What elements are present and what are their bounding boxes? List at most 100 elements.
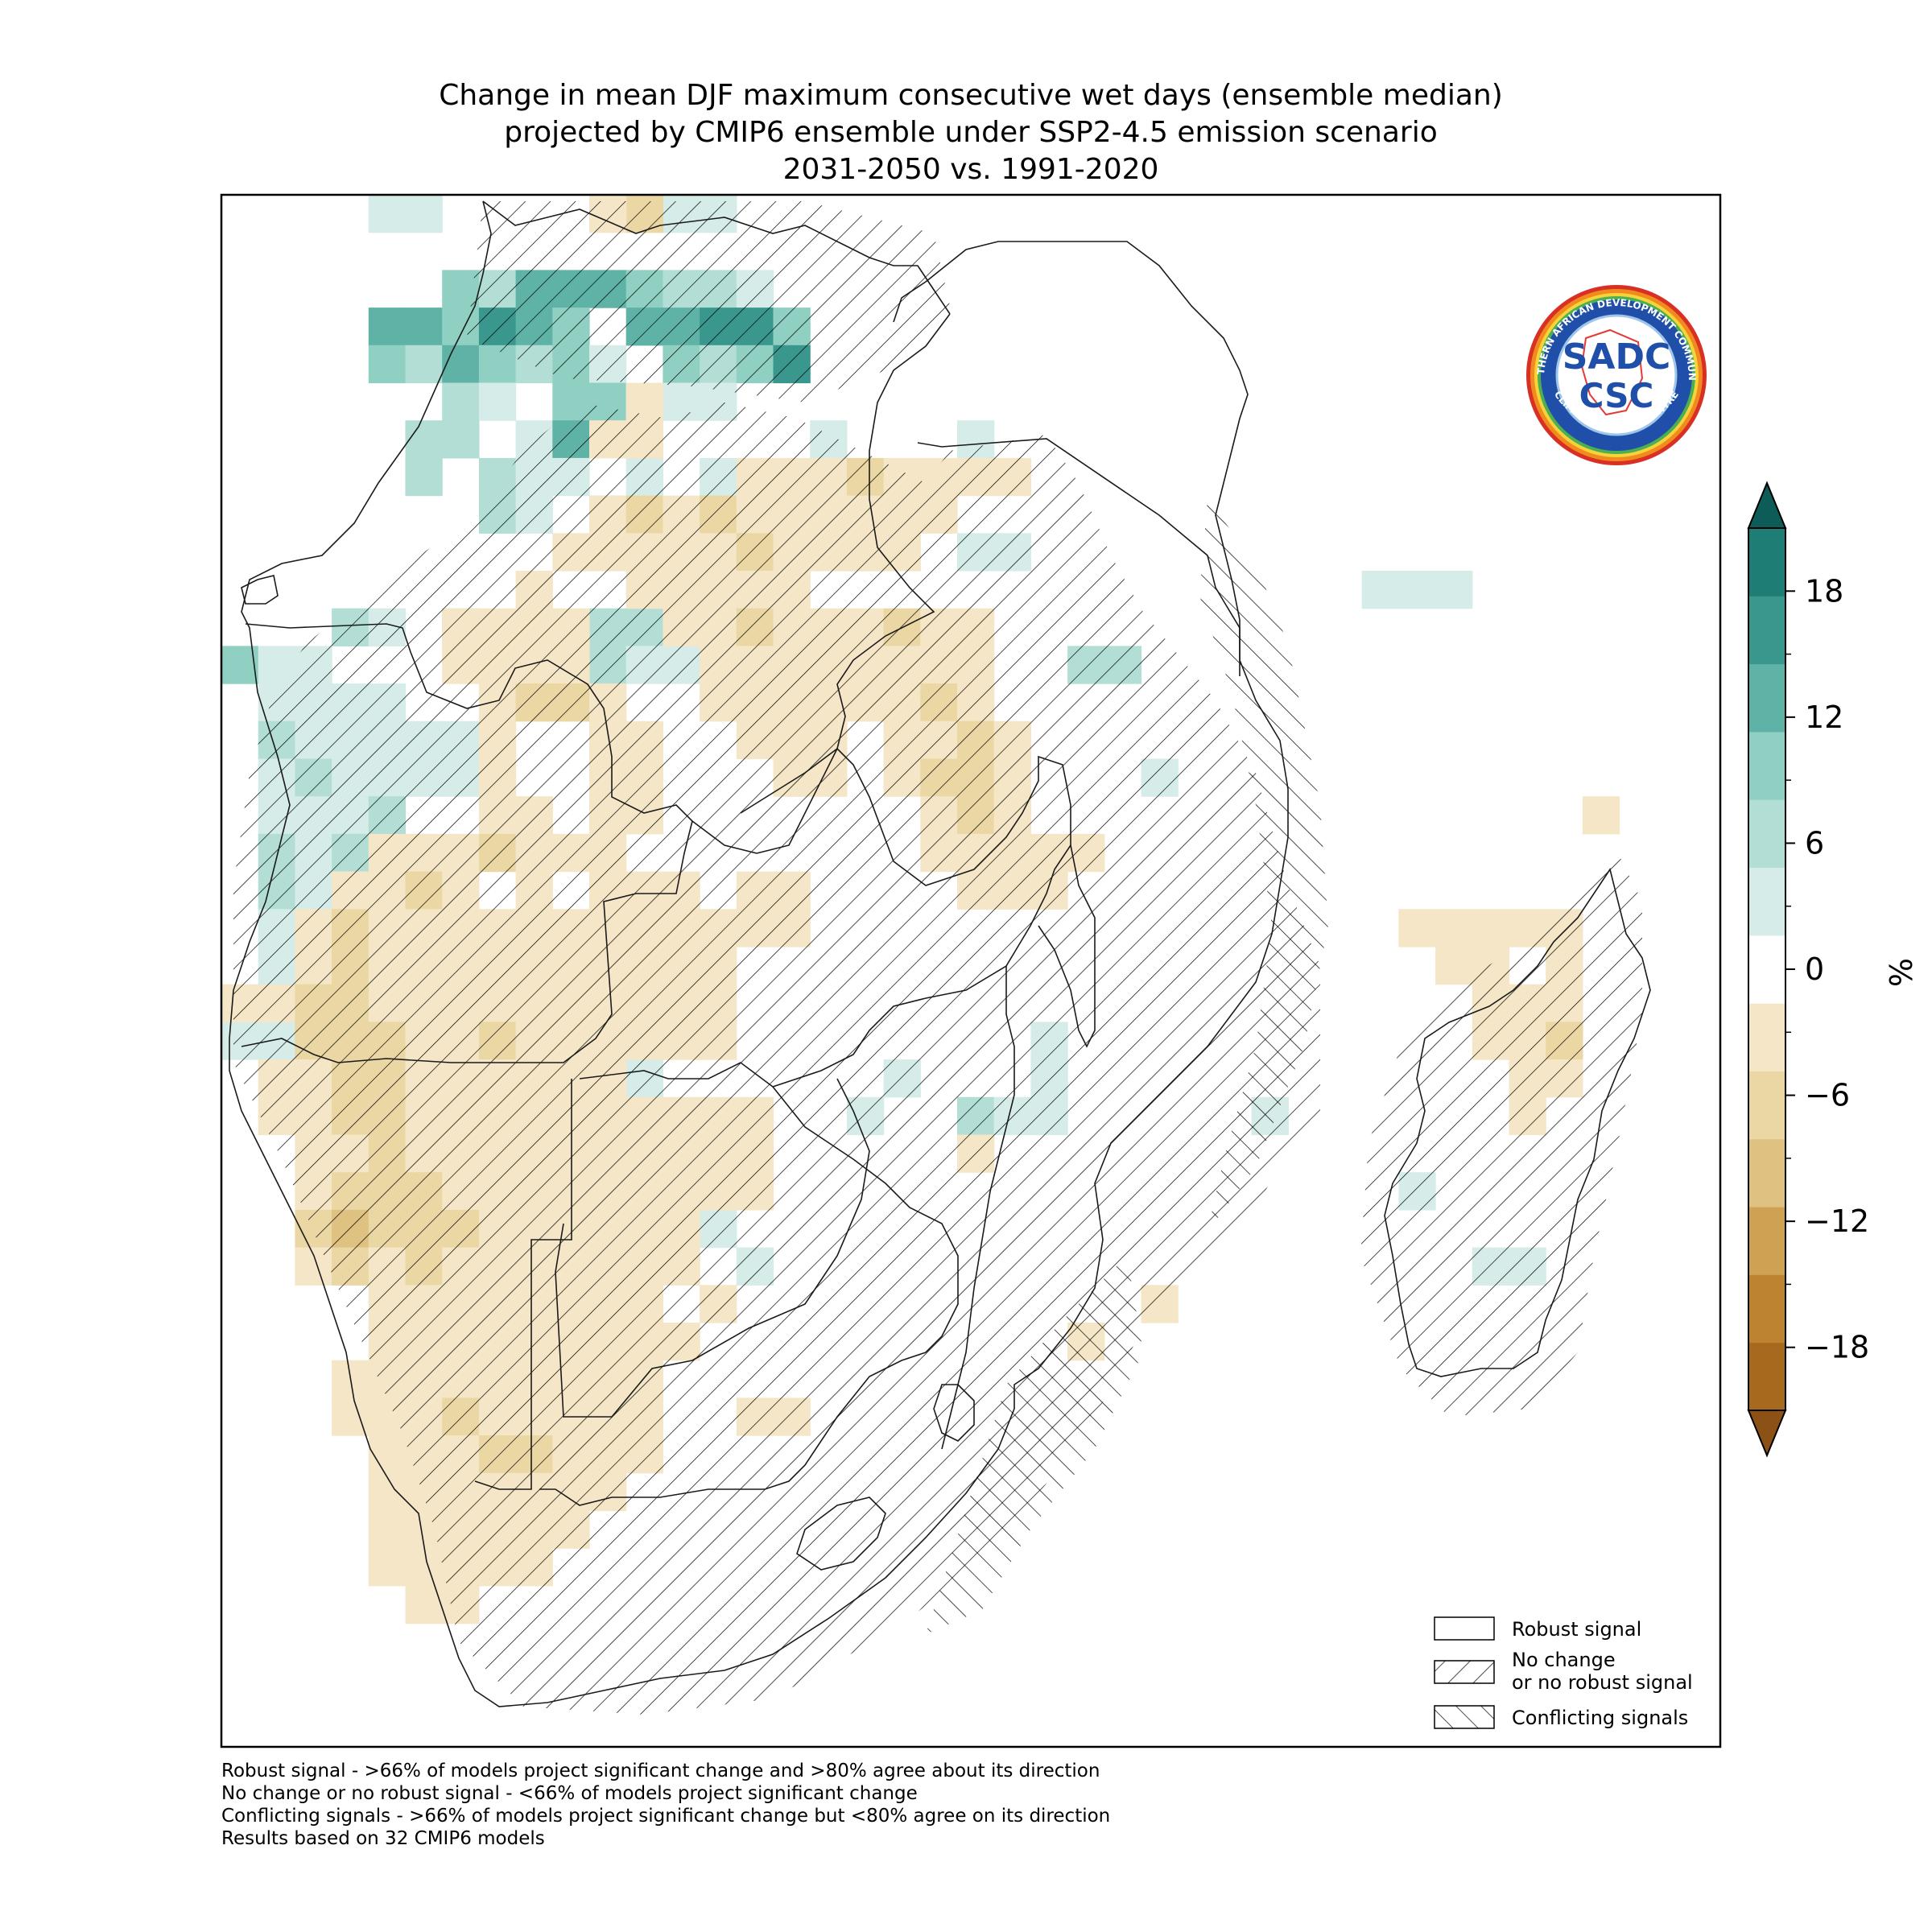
grid-cell-negative: [368, 1510, 407, 1549]
border-lesotho: [796, 1496, 886, 1571]
grid-cell-negative: [1435, 909, 1473, 947]
grid-cell-negative: [1913, 872, 1932, 910]
border-south-africa: [539, 1352, 927, 1506]
colorbar-segment: [1748, 1342, 1785, 1411]
colorbar-tick-label: 0: [1805, 952, 1824, 987]
grid-cell-positive: [1398, 571, 1436, 609]
grid-cell-negative: [1877, 872, 1914, 910]
colorbar-segment: [1748, 663, 1785, 733]
border-botswana-south: [555, 1078, 870, 1418]
hatching: [233, 201, 1642, 1715]
grid-cell-negative: [1803, 909, 1840, 947]
grid-cell-negative: [332, 1397, 369, 1436]
grid-cell-positive: [405, 308, 443, 346]
logo-csc: CSC: [1579, 376, 1654, 415]
no-robust-signal-hatch-madagascar: [1360, 853, 1642, 1417]
legend-label-no-change-2: or no robust signal: [1512, 1671, 1693, 1694]
border-drc-east: [740, 313, 951, 814]
grid-cell-negative: [368, 1435, 407, 1474]
colorbar-tick-label: −6: [1805, 1078, 1850, 1113]
border-angola-north: [245, 623, 758, 854]
colorbar-extend-under: [1747, 1410, 1787, 1458]
grid-cell-negative: [1840, 796, 1877, 834]
coastline-madagascar: [1384, 868, 1651, 1377]
grid-cell-positive: [368, 345, 407, 384]
title-line-2: projected by CMIP6 ensemble under SSP2-4…: [504, 116, 1438, 149]
grid-cell-negative: [405, 1548, 443, 1587]
grid-cell-negative: [1435, 947, 1473, 985]
colorbar-tick-label: 18: [1805, 573, 1843, 609]
grid-cell-negative: [1840, 985, 1877, 1022]
conflicting-signal-hatch-east: [1199, 499, 1328, 1232]
border-mozambique-zimbabwe: [941, 966, 1015, 1450]
colorbar-tick-label: −18: [1805, 1330, 1869, 1365]
grid-cell-negative: [1840, 909, 1877, 947]
grid-cell-positive: [405, 345, 443, 384]
grid-cell-negative: [1472, 909, 1510, 947]
legend-label-robust: Robust signal: [1512, 1618, 1641, 1641]
legend-swatch-no-change: [1434, 1660, 1495, 1684]
grid-cell-negative: [368, 1472, 407, 1512]
grid-cell-negative: [368, 1548, 407, 1587]
colorbar-tick-label: 6: [1805, 825, 1824, 861]
border-eswatini: [933, 1384, 975, 1442]
legend-label-no-change-1: No change: [1512, 1649, 1616, 1671]
grid-cell-positive: [405, 457, 443, 497]
colorbar-segment: [1748, 1071, 1785, 1140]
grid-cell-negative: [1803, 872, 1840, 910]
colorbar-tick-label: −12: [1805, 1203, 1869, 1239]
border-namibia-botswana: [474, 1079, 572, 1490]
colorbar-segment: [1748, 1003, 1785, 1071]
grid-cell-negative: [1398, 909, 1436, 947]
chart-title: Change in mean DJF maximum consecutive w…: [221, 77, 1720, 188]
hatch-legend: Robust signal No change or no robust sig…: [1434, 1616, 1693, 1729]
colorbar-segment: [1748, 1207, 1785, 1275]
logo-sadc: SADC: [1563, 336, 1671, 378]
grid-cell-positive: [442, 420, 480, 459]
grid-cell-negative: [1913, 834, 1932, 872]
grid-cell-negative: [1913, 1059, 1932, 1097]
footnote-conflicting: Conflicting signals - >66% of models pro…: [221, 1806, 1111, 1827]
grid-cell-negative: [1582, 796, 1620, 835]
grid-cell-negative: [1913, 759, 1932, 797]
conflicting-signal-hatch-south: [926, 1256, 1143, 1634]
coastline-mainland: [229, 200, 1289, 1707]
colorbar-segment: [1748, 799, 1785, 869]
logo-map-outline: [1580, 328, 1644, 416]
colorbar-tick-label: 12: [1805, 700, 1843, 735]
country-borders: [229, 200, 1651, 1707]
title-line-3: 2031-2050 vs. 1991-2020: [782, 153, 1159, 186]
colorbar-segment: [1748, 935, 1785, 1004]
grid-cell-positive: [1361, 571, 1399, 609]
map-frame: [220, 193, 1722, 1748]
legend-swatch-robust: [1434, 1616, 1495, 1641]
grid-cell-positive: [405, 420, 443, 459]
border-malawi: [1038, 844, 1096, 1048]
border-drc-north: [482, 200, 951, 315]
colorbar-segment: [1748, 596, 1785, 665]
colorbar-segment: [1748, 731, 1785, 800]
border-zimbabwe: [772, 1086, 959, 1353]
grid-cell-positive: [442, 382, 480, 421]
footnote-no-change: No change or no robust signal - <66% of …: [221, 1783, 918, 1804]
grid-cell-positive: [478, 382, 517, 421]
colorbar-segment: [1748, 528, 1785, 597]
border-tanzania: [917, 438, 1241, 676]
border-angola-zambia: [241, 820, 693, 1063]
footnotes: Robust signal - >66% of models project s…: [221, 1760, 1110, 1850]
grid-cell-positive: [442, 345, 480, 384]
grid-cell-negative: [1877, 985, 1914, 1022]
colorbar-unit-label: %: [1884, 958, 1919, 987]
grid-cell-positive: [368, 195, 407, 233]
grid-cell-positive: [1435, 571, 1473, 609]
grid-cell-negative: [1913, 909, 1932, 947]
colorbar-segment: [1748, 1274, 1785, 1344]
grid-cell-negative: [1877, 796, 1914, 834]
no-robust-signal-hatch-north: [467, 201, 950, 402]
colorbar-segment: [1748, 1138, 1785, 1208]
legend-label-conflicting: Conflicting signals: [1512, 1707, 1688, 1729]
footnote-robust: Robust signal - >66% of models project s…: [221, 1761, 1100, 1781]
title-line-1: Change in mean DJF maximum consecutive w…: [439, 79, 1503, 112]
colorbar-extend-over: [1747, 481, 1787, 529]
